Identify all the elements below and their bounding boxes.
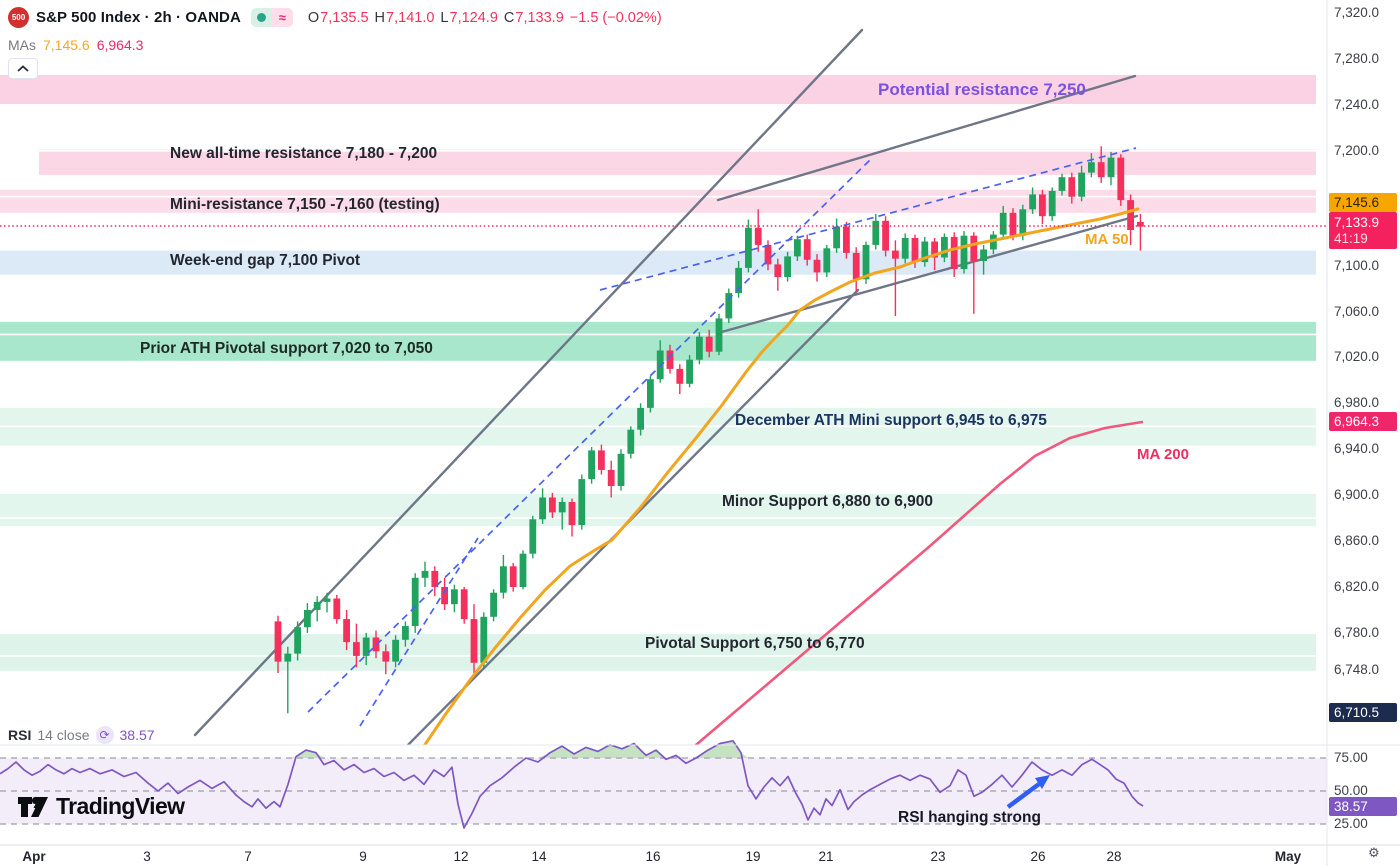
rsi-axis-tick: 50.00 xyxy=(1334,783,1368,798)
time-axis-label-apr: Apr xyxy=(22,849,46,864)
time-axis-label-9: 9 xyxy=(359,849,367,864)
price-axis-tick: 7,100.0 xyxy=(1334,257,1380,273)
rsi-axis-tick: 75.00 xyxy=(1334,750,1368,765)
time-axis-label-23: 23 xyxy=(930,849,946,864)
ma50-badge: 7,145.6 xyxy=(1329,193,1397,212)
time-axis-label-14: 14 xyxy=(531,849,547,864)
time-axis-label-3: 3 xyxy=(143,849,151,864)
high-label: H xyxy=(374,9,386,26)
time-axis-label-21: 21 xyxy=(818,849,834,864)
ma200-line-label[interactable]: MA 200 xyxy=(1137,446,1189,463)
tradingview-watermark: TradingView xyxy=(18,793,185,820)
time-axis-label-7: 7 xyxy=(244,849,252,864)
close-value: 7,133.9 xyxy=(515,9,564,26)
market-open-dot-icon xyxy=(256,13,266,22)
zone-label-gap[interactable]: Week-end gap 7,100 Pivot xyxy=(170,252,361,269)
symbol-legend: 500 S&P 500 Index · 2h · OANDA ≈ O 7,135.… xyxy=(8,7,662,28)
time-axis-label-may: May xyxy=(1274,849,1302,864)
open-label: O xyxy=(307,9,320,26)
time-axis-label-16: 16 xyxy=(645,849,661,864)
price-axis-tick: 6,860.0 xyxy=(1334,533,1380,549)
close-label: C xyxy=(503,9,515,26)
price-axis-tick: 7,200.0 xyxy=(1334,142,1380,158)
symbol-title[interactable]: S&P 500 Index · 2h · OANDA xyxy=(36,9,241,26)
rsi-value: 38.57 xyxy=(119,727,155,743)
ma200-legend-value: 6,964.3 xyxy=(96,37,144,53)
rsi-params: 14 close xyxy=(37,727,90,743)
price-badge: 7,133.9 41:19 xyxy=(1329,212,1397,249)
price-axis-tick: 6,820.0 xyxy=(1334,579,1380,594)
price-axis-tick: 6,940.0 xyxy=(1334,441,1380,457)
chevron-up-icon xyxy=(17,64,29,72)
low-label: L xyxy=(440,9,449,26)
ohlc-readout: O 7,135.5 H 7,141.0 L 7,124.9 C 7,133.9 −1.5… xyxy=(308,10,662,26)
rsi-axis-tick: 25.00 xyxy=(1334,816,1368,831)
time-axis-label-28: 28 xyxy=(1106,849,1122,864)
rsi-badge: 38.57 xyxy=(1329,797,1397,816)
symbol-logo-icon: 500 xyxy=(8,7,29,28)
zone-label-prior-ath[interactable]: Prior ATH Pivotal support 7,020 to 7,050 xyxy=(140,340,433,357)
rsi-indicator-legend[interactable]: RSI 14 close ⟳ 38.57 xyxy=(8,726,155,744)
price-axis-tick: 6,748.0 xyxy=(1334,661,1380,677)
mas-label: MAs xyxy=(8,37,36,53)
zone-label-dec-ath[interactable]: December ATH Mini support 6,945 to 6,975 xyxy=(735,412,1047,429)
price-axis-tick: 7,060.0 xyxy=(1334,303,1380,319)
ma50-legend-value: 7,145.6 xyxy=(43,37,90,53)
price-axis-tick: 6,780.0 xyxy=(1334,624,1380,640)
rsi-annotation[interactable]: RSI hanging strong xyxy=(898,809,1041,826)
price-axis-tick: 7,320.0 xyxy=(1334,5,1380,20)
tradingview-logo-icon xyxy=(18,796,48,817)
price-axis-tick: 6,980.0 xyxy=(1334,395,1380,411)
price-axis-tick: 7,020.0 xyxy=(1334,349,1380,365)
ma-legend: MAs 7,145.6 6,964.3 xyxy=(8,37,143,53)
approx-price-icon: ≈ xyxy=(271,8,293,27)
zone-label-minor[interactable]: Minor Support 6,880 to 6,900 xyxy=(722,493,934,510)
time-axis-label-19: 19 xyxy=(745,849,761,864)
price-axis-tick: 7,240.0 xyxy=(1334,96,1380,112)
ma200-badge: 6,964.3 xyxy=(1329,412,1397,431)
zone-label-mini[interactable]: Mini-resistance 7,150 -7,160 (testing) xyxy=(170,196,440,213)
zone-label-potential[interactable]: Potential resistance 7,250 xyxy=(878,80,1086,99)
open-value: 7,135.5 xyxy=(320,9,369,26)
time-axis-label-26: 26 xyxy=(1030,849,1046,864)
price-axis-tick: 7,280.0 xyxy=(1334,50,1380,66)
low-badge: 6,710.5 xyxy=(1329,703,1397,722)
rsi-refresh-icon[interactable]: ⟳ xyxy=(95,726,114,744)
low-value: 7,124.9 xyxy=(449,9,498,26)
zone-label-new-ath[interactable]: New all-time resistance 7,180 - 7,200 xyxy=(170,145,438,162)
ma50-line-label[interactable]: MA 50 xyxy=(1085,231,1129,248)
axis-settings-gear-icon[interactable]: ⚙ xyxy=(1368,845,1380,860)
change-value: −1.5 (−0.02%) xyxy=(569,9,662,26)
high-value: 7,141.0 xyxy=(386,9,435,26)
collapse-legend-button[interactable] xyxy=(8,58,38,79)
price-axis-tick: 6,900.0 xyxy=(1334,487,1380,503)
rsi-title: RSI xyxy=(8,727,32,743)
market-status-pill[interactable]: ≈ xyxy=(250,8,293,27)
time-axis-label-12: 12 xyxy=(453,849,469,864)
zone-label-pivotal[interactable]: Pivotal Support 6,750 to 6,770 xyxy=(645,635,865,652)
tradingview-wordmark: TradingView xyxy=(56,793,185,819)
